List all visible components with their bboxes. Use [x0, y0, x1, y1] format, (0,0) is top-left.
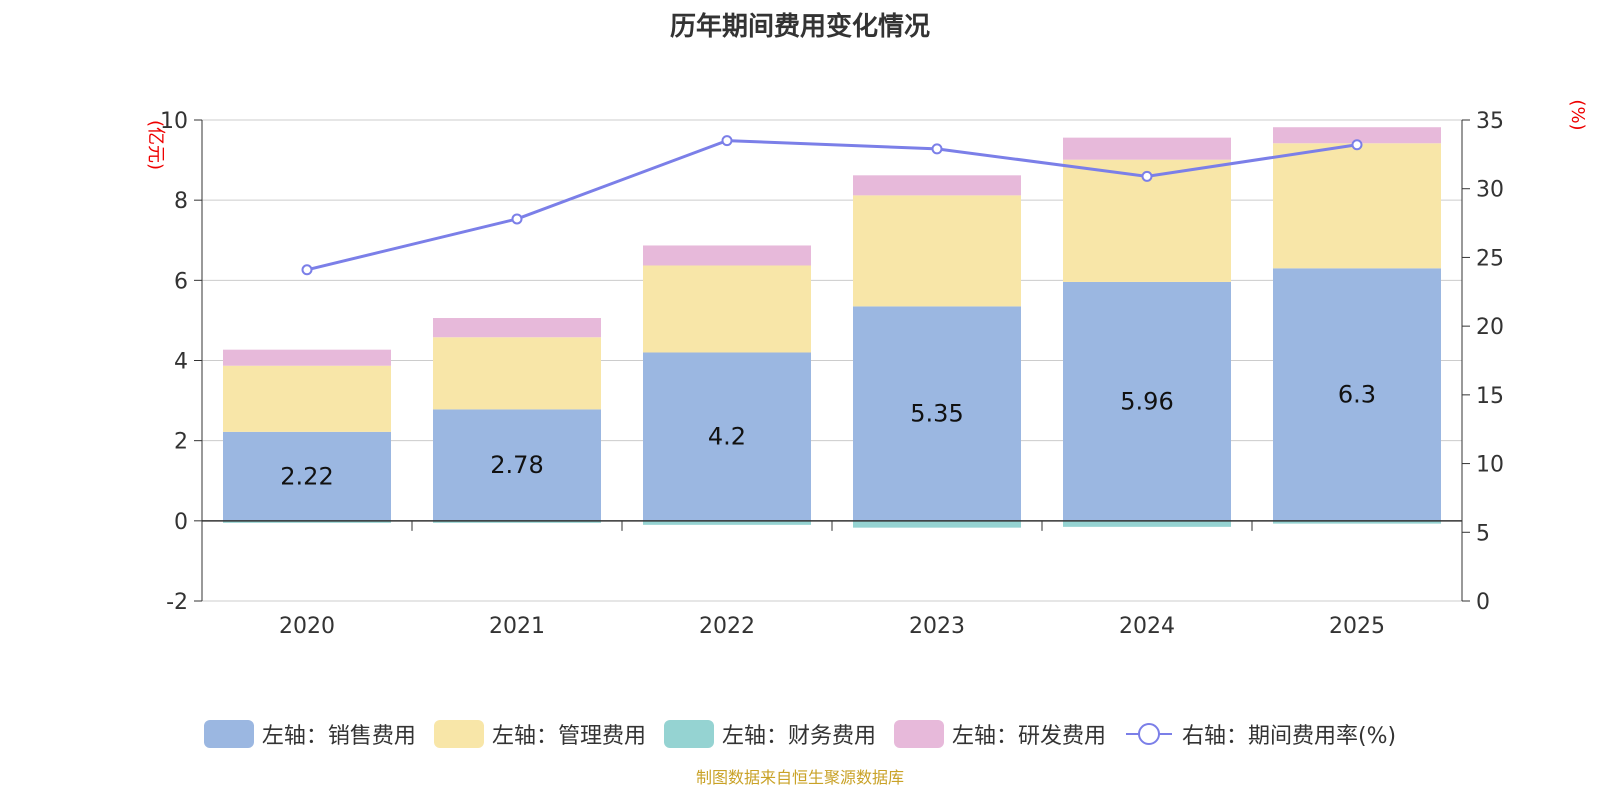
left-axis-tick-label: -2	[166, 590, 188, 615]
bar-1-2021	[433, 337, 601, 410]
left-axis-tick-label: 2	[174, 430, 188, 455]
bar-2-2020	[223, 520, 391, 523]
rate-point	[931, 143, 943, 155]
right-axis-tick-label: 30	[1476, 178, 1504, 203]
rate-point	[1141, 170, 1153, 182]
left-axis-tick-label: 10	[160, 109, 188, 134]
bar-1-2025	[1273, 143, 1441, 269]
bar-value-label: 2.78	[490, 451, 543, 479]
legend-label-rate: 右轴：期间费用率(%)	[1181, 724, 1397, 749]
rate-line	[306, 139, 1358, 272]
bar-1-2023	[853, 195, 1021, 307]
bar-value-label: 2.22	[280, 462, 333, 490]
bar-3-2021	[433, 318, 601, 338]
legend-item-admin[interactable]: 左轴：管理费用	[433, 718, 646, 750]
bar-0-2025	[1273, 268, 1441, 521]
legend-item-sales[interactable]: 左轴：销售费用	[203, 718, 416, 750]
bar-0-2024	[1063, 281, 1231, 521]
legend: 左轴：销售费用 左轴：管理费用 左轴：财务费用 左轴：研发费用 右轴：期间费用率…	[0, 718, 1600, 750]
bar-3-2023	[853, 175, 1021, 196]
bar-group	[223, 127, 1441, 528]
right-axis-tick-label: 10	[1476, 453, 1504, 478]
right-axis-tick-label: 0	[1476, 590, 1490, 615]
bar-0-2023	[853, 306, 1021, 521]
data-labels: 2.22 2.78 4.2 5.35 5.96 6.3	[280, 381, 1376, 491]
bar-2-2022	[643, 520, 811, 525]
bar-0-2020	[223, 431, 391, 521]
right-axis-tick-label: 25	[1476, 246, 1504, 271]
x-axis-label: 2023	[909, 614, 965, 639]
bar-0-2022	[643, 352, 811, 521]
bar-value-label: 5.96	[1120, 387, 1173, 415]
rate-point	[301, 264, 313, 276]
legend-swatch-admin	[433, 720, 484, 748]
legend-swatch-sales	[203, 720, 254, 748]
bar-2-2023	[853, 520, 1021, 528]
x-axis-label: 2021	[489, 614, 545, 639]
x-axis-label: 2020	[279, 614, 335, 639]
left-axis-tick-label: 0	[174, 510, 188, 535]
rate-point	[1351, 139, 1363, 151]
legend-swatch-rnd	[893, 720, 944, 748]
rate-line-group	[301, 135, 1363, 276]
bar-value-label: 5.35	[910, 400, 963, 428]
x-axis-label: 2025	[1329, 614, 1385, 639]
right-axis-tick-label: 20	[1476, 315, 1504, 340]
legend-label-finance: 左轴：财务费用	[721, 724, 876, 749]
bar-1-2022	[643, 265, 811, 353]
bar-2-2025	[1273, 520, 1441, 524]
bar-3-2025	[1273, 127, 1441, 144]
bar-3-2024	[1063, 137, 1231, 160]
bar-3-2020	[223, 349, 391, 366]
legend-item-rate[interactable]: 右轴：期间费用率(%)	[1124, 718, 1396, 750]
left-axis-tick-label: 6	[174, 269, 188, 294]
legend-line-rate-icon	[1125, 723, 1172, 745]
bar-value-label: 4.2	[708, 423, 746, 451]
legend-swatch-finance	[663, 720, 714, 748]
x-axis-label: 2022	[699, 614, 755, 639]
right-axis-unit-label: (%)	[1567, 99, 1588, 130]
left-axis-unit-label: (亿元)	[145, 120, 166, 170]
bar-2-2024	[1063, 520, 1231, 527]
rate-point	[511, 213, 523, 225]
legend-label-rnd: 左轴：研发费用	[951, 724, 1106, 749]
bar-value-label: 6.3	[1338, 381, 1376, 409]
right-axis-tick-label: 35	[1476, 109, 1504, 134]
legend-label-sales: 左轴：销售费用	[261, 724, 416, 749]
bar-1-2020	[223, 365, 391, 432]
right-axis-tick-label: 15	[1476, 384, 1504, 409]
grid-lines	[202, 119, 1462, 602]
legend-item-finance[interactable]: 左轴：财务费用	[663, 718, 876, 750]
chart-title: 历年期间费用变化情况	[669, 12, 930, 42]
right-axis-tick-label: 5	[1476, 521, 1490, 546]
left-axis-tick-label: 4	[174, 350, 188, 375]
x-axis-label: 2024	[1119, 614, 1175, 639]
rate-point	[721, 135, 733, 147]
bar-2-2021	[433, 520, 601, 523]
left-axis-tick-label: 8	[174, 189, 188, 214]
legend-item-rnd[interactable]: 左轴：研发费用	[893, 718, 1106, 750]
bar-3-2022	[643, 245, 811, 266]
bar-0-2021	[433, 409, 601, 521]
source-note: 制图数据来自恒生聚源数据库	[695, 768, 904, 787]
legend-label-admin: 左轴：管理费用	[491, 724, 646, 749]
